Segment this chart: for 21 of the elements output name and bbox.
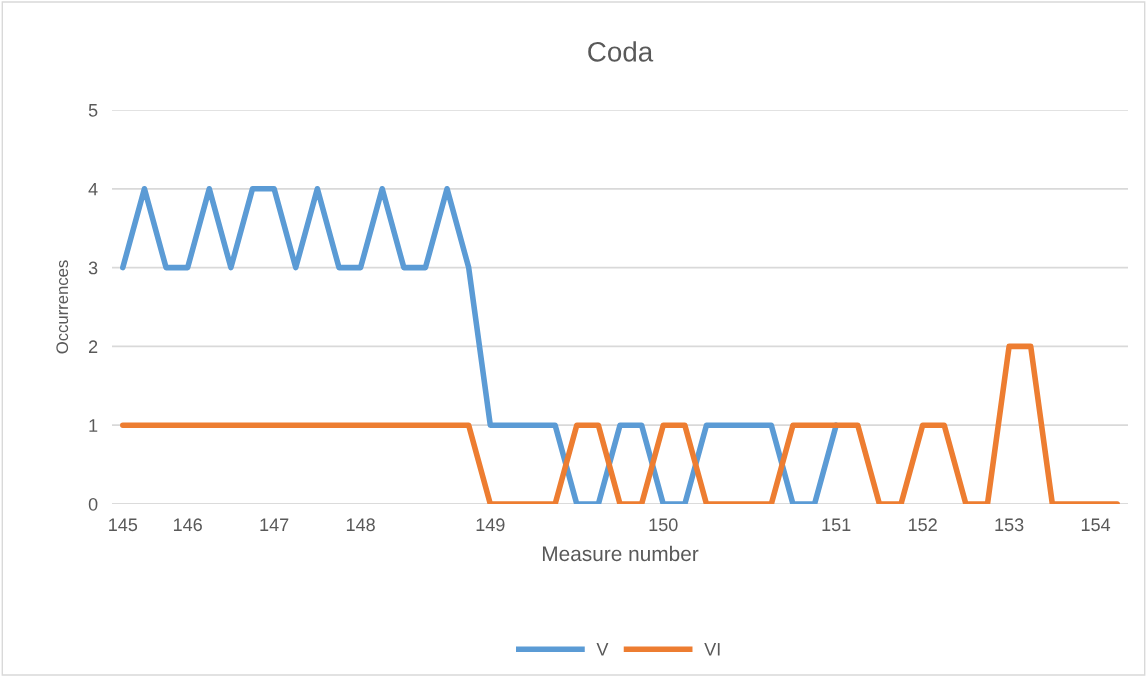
x-tick-label: 151 [822,518,851,532]
y-tick-label: 4 [88,182,98,196]
x-tick-label: 150 [649,518,678,532]
x-tick-label: 152 [908,518,937,532]
y-tick-label: 3 [88,261,98,275]
legend-label: VI [704,643,720,656]
x-tick-label: 153 [995,518,1024,532]
x-tick-label: 154 [1081,518,1111,532]
x-tick-label: 147 [260,518,289,531]
legend-label: V [596,643,609,656]
x-tick-label: 145 [109,518,138,532]
chart-title: Coda [588,41,654,62]
x-tick-label: 148 [346,518,375,532]
y-tick-label: 2 [88,340,98,353]
x-axis-title: Measure number [542,545,699,562]
y-axis-title: Occurrences [56,260,69,354]
y-tick-label: 1 [89,419,98,432]
y-tick-label: 5 [88,104,98,117]
y-tick-label: 0 [88,497,98,511]
x-tick-label: 146 [173,518,202,532]
x-tick-label: 149 [476,518,505,532]
